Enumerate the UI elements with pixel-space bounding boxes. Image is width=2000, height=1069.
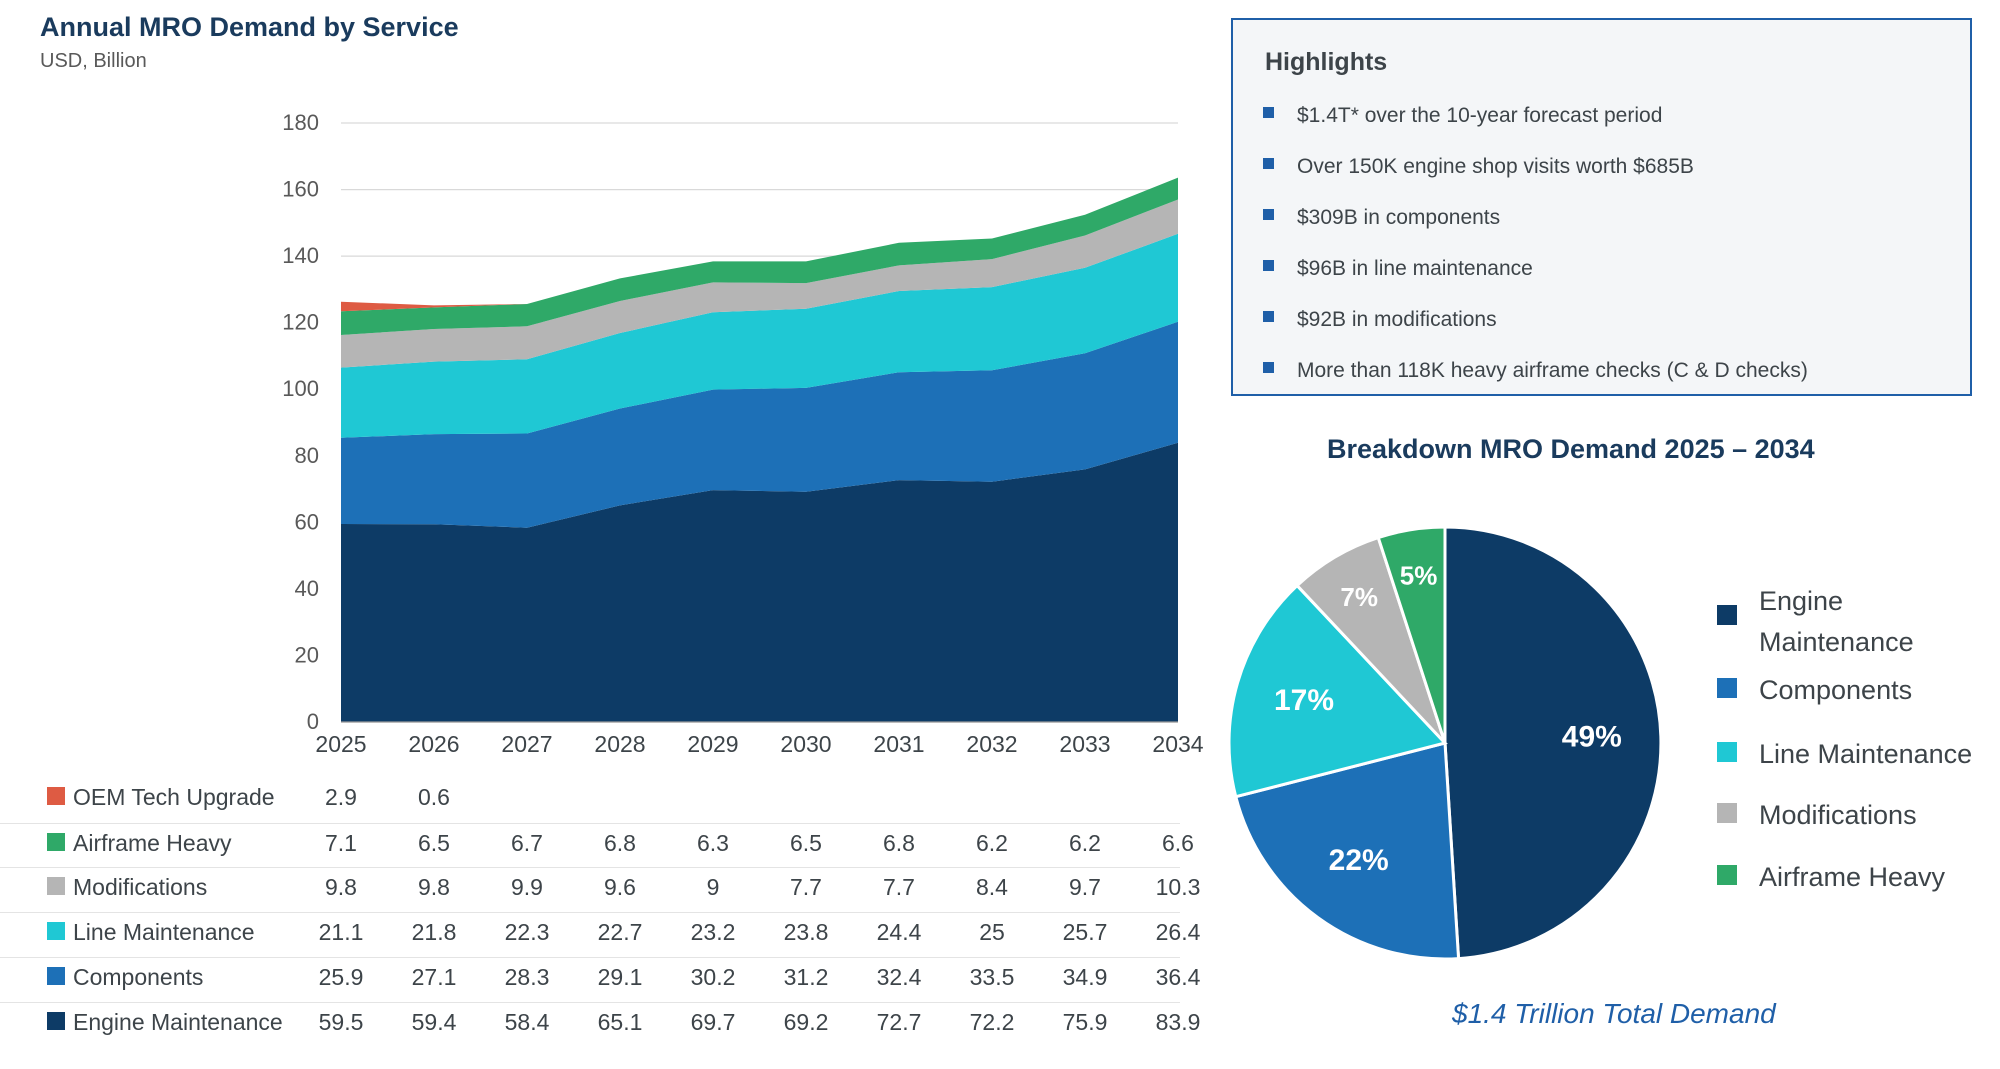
svg-text:22%: 22% <box>1329 844 1389 877</box>
svg-text:5%: 5% <box>1400 561 1438 591</box>
svg-text:17%: 17% <box>1274 684 1334 717</box>
svg-text:49%: 49% <box>1562 720 1622 753</box>
svg-text:7%: 7% <box>1340 582 1378 612</box>
